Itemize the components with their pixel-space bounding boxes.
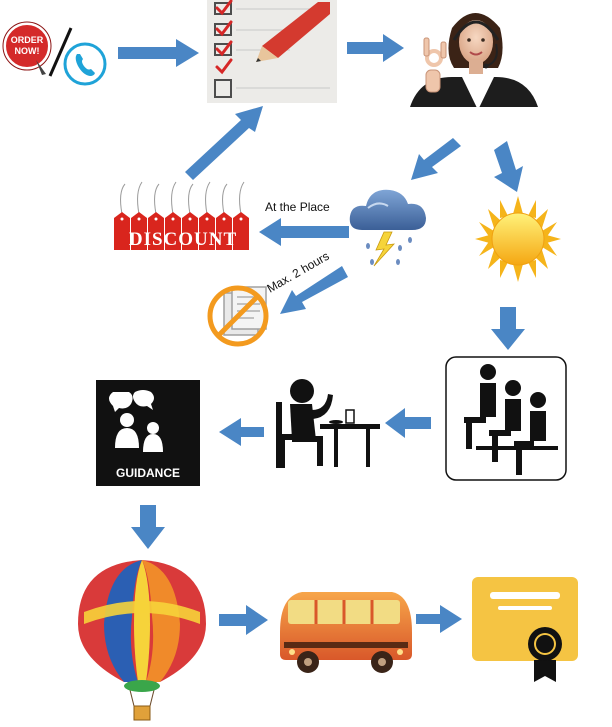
hot-air-balloon-icon xyxy=(78,560,206,721)
bus-icon xyxy=(280,592,412,673)
waiting-room-icon xyxy=(445,356,567,481)
arrow-sun-to-waiting xyxy=(491,307,525,350)
guidance-icon xyxy=(96,380,200,486)
svg-text:NOW!: NOW! xyxy=(15,46,40,56)
arrow-bus-to-certificate xyxy=(416,605,462,633)
flow-arrows xyxy=(118,34,525,635)
arrow-checklist-to-operator xyxy=(347,34,404,62)
no-document-icon xyxy=(207,285,269,347)
certificate-icon xyxy=(472,577,578,682)
arrow-waiting-to-dining xyxy=(385,408,431,438)
arrow-dining-to-guidance xyxy=(219,418,264,446)
arrow-guidance-to-balloon xyxy=(131,505,165,549)
storm-cloud-icon xyxy=(349,189,426,267)
arrow-balloon-to-bus xyxy=(219,605,268,635)
slash-divider xyxy=(48,27,73,77)
discount-label: DISCOUNT xyxy=(129,229,237,250)
arrow-discount-to-checklist xyxy=(185,106,263,180)
order-now-badge-icon: ORDER NOW! xyxy=(2,21,52,75)
arrow-operator-to-sun xyxy=(494,141,523,192)
sun-icon xyxy=(475,196,561,282)
guidance-label: GUIDANCE xyxy=(116,466,180,480)
phone-icon xyxy=(63,42,107,86)
discount-tags-icon xyxy=(114,181,249,250)
call-center-operator-icon xyxy=(410,13,538,110)
svg-text:ORDER: ORDER xyxy=(11,35,44,45)
dining-person-icon xyxy=(276,379,380,468)
arrow-operator-to-storm xyxy=(411,138,461,180)
arrow-storm-to-discount xyxy=(259,218,349,246)
checklist-icon xyxy=(207,0,337,103)
arrow-storm-to-nodoc xyxy=(280,266,348,314)
at-the-place-label: At the Place xyxy=(265,200,330,214)
arrow-order-to-checklist xyxy=(118,39,199,67)
